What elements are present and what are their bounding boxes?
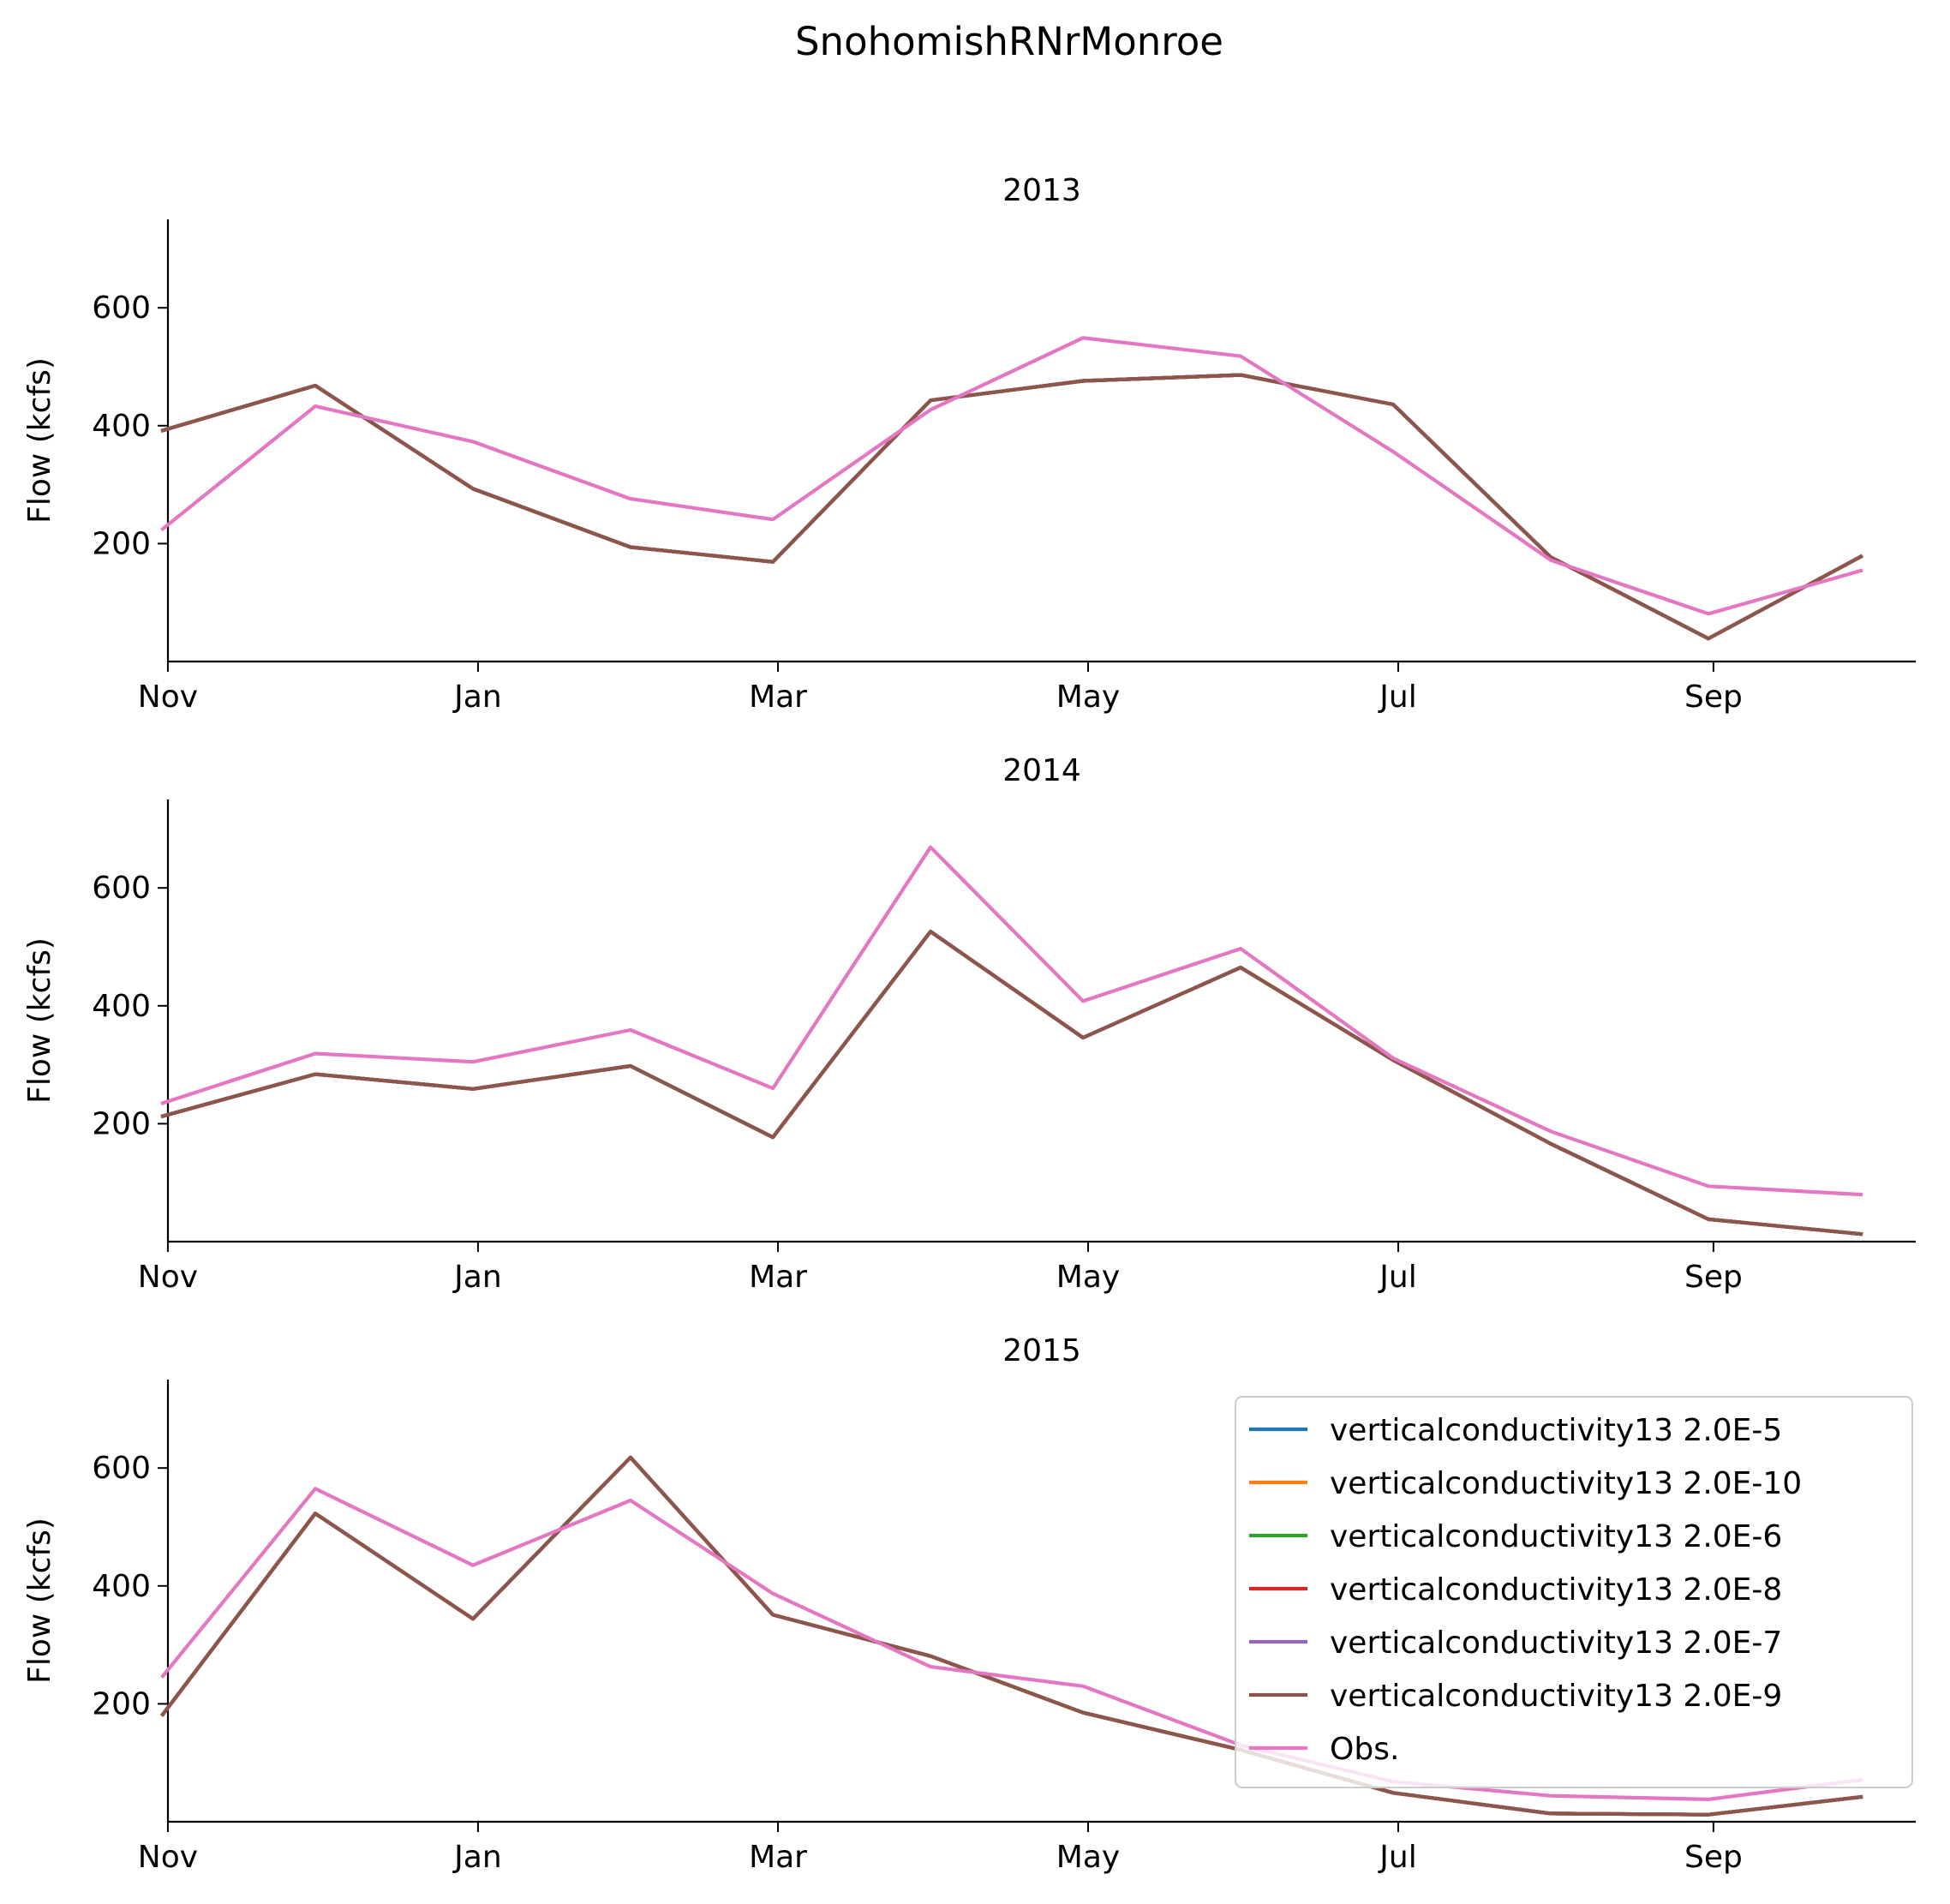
x-tick-label: Jul — [1378, 680, 1416, 715]
legend-label: Obs. — [1330, 1732, 1399, 1767]
series-line — [163, 375, 1861, 639]
series-line — [163, 375, 1861, 639]
y-axis-label: Flow (kcfs) — [22, 357, 57, 524]
legend: verticalconductivity13 2.0E-5 verticalcon… — [1235, 1397, 1912, 1787]
y-axis-label: Flow (kcfs) — [22, 937, 57, 1104]
legend-label: verticalconductivity13 2.0E-10 — [1330, 1466, 1802, 1501]
x-tick-label: Nov — [138, 1840, 198, 1875]
y-tick-label: 200 — [92, 526, 151, 561]
subplot-2013: 2013 200 400 600 Flow (kcfs) Nov Jan Mar May Jul S… — [22, 173, 1916, 715]
x-tick-label: Mar — [749, 1840, 807, 1875]
legend-item: verticalconductivity13 2.0E-7 — [1249, 1626, 1782, 1661]
x-tick-label: Jan — [452, 1840, 502, 1875]
legend-label: verticalconductivity13 2.0E-8 — [1330, 1572, 1782, 1608]
legend-item: verticalconductivity13 2.0E-9 — [1249, 1679, 1782, 1714]
y-tick-label: 400 — [92, 989, 151, 1024]
y-tick-label: 400 — [92, 409, 151, 444]
series-line — [163, 375, 1861, 639]
x-tick-label: Sep — [1684, 1260, 1743, 1295]
x-tick-label: Sep — [1684, 1840, 1743, 1875]
series-line — [163, 375, 1861, 639]
legend-label: verticalconductivity13 2.0E-5 — [1330, 1413, 1782, 1448]
y-tick-label: 400 — [92, 1569, 151, 1604]
figure-title: SnohomishRNrMonroe — [795, 19, 1223, 64]
legend-label: verticalconductivity13 2.0E-7 — [1330, 1626, 1782, 1661]
x-tick-label: Nov — [138, 680, 198, 715]
subplot-title: 2015 — [1002, 1333, 1081, 1368]
legend-item: verticalconductivity13 2.0E-6 — [1249, 1519, 1782, 1554]
x-tick-label: Jan — [452, 680, 502, 715]
x-tick-label: Mar — [749, 1260, 807, 1295]
series-line — [163, 931, 1861, 1234]
y-tick-label: 600 — [92, 1451, 151, 1486]
x-tick-label: Jul — [1378, 1840, 1416, 1875]
y-axis-label: Flow (kcfs) — [22, 1518, 57, 1684]
x-tick-label: May — [1056, 1260, 1120, 1295]
x-tick-label: Mar — [749, 680, 807, 715]
series-line — [163, 375, 1861, 639]
y-tick-label: 600 — [92, 290, 151, 326]
legend-item: verticalconductivity13 2.0E-8 — [1249, 1572, 1782, 1608]
subplot-title: 2013 — [1002, 173, 1081, 208]
x-tick-label: Nov — [138, 1260, 198, 1295]
y-tick-label: 600 — [92, 871, 151, 906]
x-tick-label: Sep — [1684, 680, 1743, 715]
x-tick-label: May — [1056, 680, 1120, 715]
series-line — [163, 375, 1861, 639]
x-tick-label: Jan — [452, 1260, 502, 1295]
legend-label: verticalconductivity13 2.0E-9 — [1330, 1679, 1782, 1714]
subplot-title: 2014 — [1002, 753, 1081, 788]
x-tick-label: Jul — [1378, 1260, 1416, 1295]
legend-item: verticalconductivity13 2.0E-10 — [1249, 1466, 1802, 1501]
legend-label: verticalconductivity13 2.0E-6 — [1330, 1519, 1782, 1554]
subplot-2014: 2014 200 400 600 Flow (kcfs) Nov Jan Mar May Jul S… — [22, 753, 1916, 1295]
series-line — [163, 847, 1861, 1194]
y-tick-label: 200 — [92, 1106, 151, 1141]
legend-item: verticalconductivity13 2.0E-5 — [1249, 1413, 1782, 1448]
x-tick-label: May — [1056, 1840, 1120, 1875]
series-line — [163, 338, 1861, 614]
y-tick-label: 200 — [92, 1686, 151, 1721]
